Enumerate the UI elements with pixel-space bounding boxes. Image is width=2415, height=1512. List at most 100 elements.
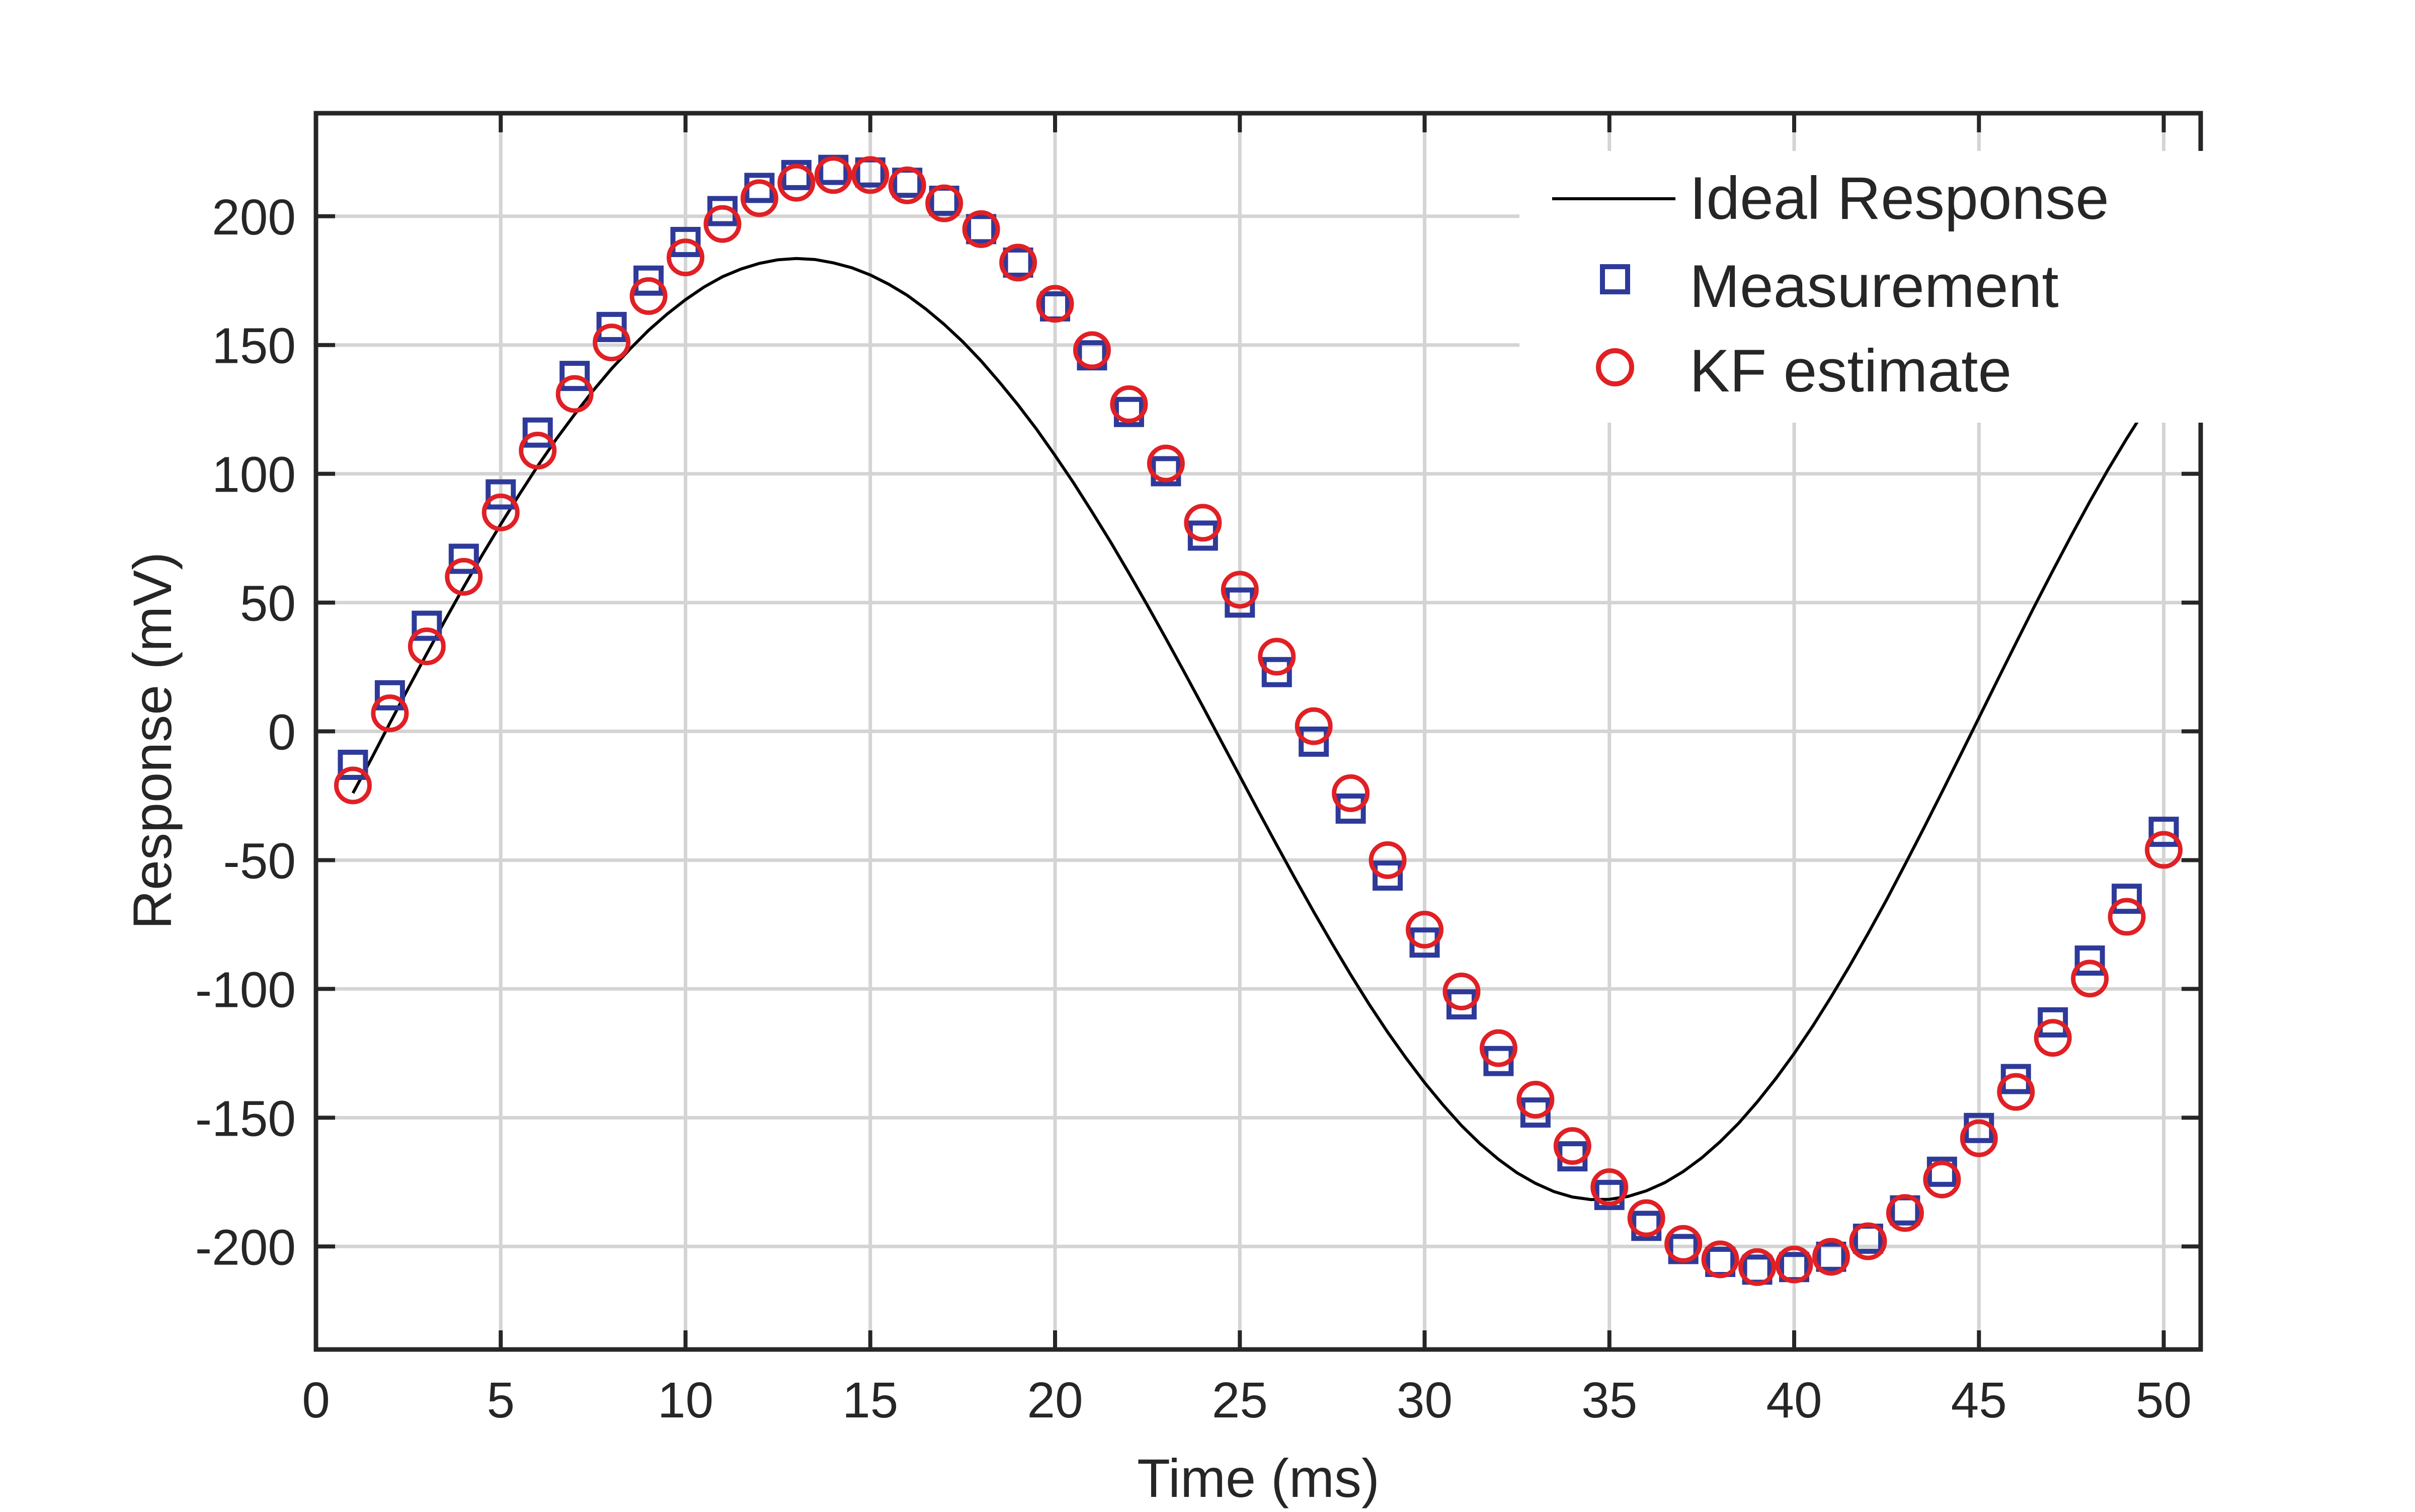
measurement-point [1557, 1141, 1588, 1172]
x-tick-label: 35 [1581, 1372, 1637, 1428]
kf-estimate-point [1369, 841, 1407, 879]
y-tick-label: 150 [212, 318, 296, 374]
kf-estimate-point [667, 238, 705, 277]
legend-measurement-square-icon [1600, 264, 1630, 294]
y-tick-label: 100 [212, 447, 296, 503]
measurement-point [412, 610, 442, 641]
kf-estimate-point [1184, 504, 1222, 542]
kf-estimate-point [1553, 1127, 1591, 1165]
kf-estimate-point [334, 766, 372, 805]
kf-estimate-point [555, 375, 594, 413]
y-tick-label: 200 [212, 189, 296, 246]
tick-labels: 0 5 10 15 20 25 30 35 40 45 50 -200 -150 -100 -50 0 50 10… [195, 189, 2192, 1428]
kf-estimate-point [371, 694, 409, 733]
measurement-point [1261, 657, 1292, 687]
measurement-point [448, 543, 479, 574]
kf-estimate-point [1295, 707, 1333, 745]
legend-ideal-label: Ideal Response [1689, 165, 2109, 232]
measurement-point [338, 750, 368, 780]
x-tick-label: 10 [658, 1372, 713, 1428]
measurement-point [374, 680, 405, 710]
measurement-point [2148, 817, 2179, 847]
kf-estimate-point [1775, 1245, 1813, 1284]
kf-estimate-point [851, 156, 890, 194]
kf-estimate-point [2108, 898, 2146, 936]
ideal-response-series [351, 257, 2165, 1202]
measurement-point [2074, 945, 2105, 976]
kf-estimate-point [888, 166, 926, 204]
measurement-point [596, 311, 627, 342]
measurement-point [559, 361, 590, 391]
kf-estimate-point [1886, 1194, 1924, 1232]
kf-estimate-point [1147, 444, 1185, 483]
kf-estimate-point [1332, 774, 1370, 812]
kf-estimate-point [408, 627, 446, 666]
x-tick-label: 25 [1212, 1372, 1268, 1428]
measurement-point [633, 265, 664, 296]
measurement-point [1299, 726, 1329, 757]
legend: Ideal Response Measurement KF estimate [1519, 151, 2204, 423]
kf-estimate-point [1738, 1248, 1777, 1286]
measurement-point [1373, 860, 1403, 891]
kf-estimate-point [1516, 1080, 1555, 1119]
kf-estimate-point [1997, 1073, 2035, 1111]
x-tick-label: 15 [842, 1372, 898, 1428]
kf-estimate-point [1701, 1240, 1739, 1279]
x-tick-label: 20 [1027, 1372, 1083, 1428]
kf-estimate-point [1442, 972, 1481, 1010]
axes [313, 111, 2203, 1352]
measurement-point [2112, 884, 2142, 914]
x-axis-label: Time (ms) [1137, 1448, 1380, 1508]
kf-estimate-point [1258, 638, 1296, 676]
kf-estimate-point [777, 164, 816, 202]
kf-estimate-point [2034, 1019, 2072, 1057]
kf-estimate-point [593, 324, 631, 362]
kf-estimate-point [629, 277, 668, 315]
kf-estimate-point [962, 210, 1000, 248]
y-axis-label: Response (mV) [122, 552, 183, 929]
kf-estimate-point [1627, 1199, 1665, 1237]
y-tick-label: -200 [195, 1219, 296, 1276]
x-tick-label: 30 [1397, 1372, 1453, 1428]
kf-estimate-point [1812, 1238, 1850, 1276]
x-tick-label: 5 [487, 1372, 515, 1428]
kf-estimate-point [1221, 571, 1259, 609]
legend-measurement-label: Measurement [1689, 253, 2059, 320]
measurement-point [2038, 1007, 2068, 1038]
kf-estimate-point [925, 184, 963, 222]
x-tick-label: 40 [1766, 1372, 1822, 1428]
legend-kf-circle-icon [1596, 348, 1634, 386]
kf-estimate-point [2145, 831, 2183, 869]
measurement-point [744, 173, 775, 203]
kf-estimate-point [2071, 960, 2109, 998]
kf-estimate-point [1036, 285, 1074, 323]
kf-estimate-point [1479, 1029, 1517, 1067]
measurement-point [1816, 1241, 1846, 1272]
measurement-point [522, 417, 553, 448]
legend-kf-label: KF estimate [1689, 337, 2011, 405]
kf-estimate-point [814, 156, 852, 194]
y-tick-label: 50 [240, 576, 296, 632]
kf-estimate-point [519, 432, 557, 470]
legend-box [1519, 151, 2204, 423]
measurement-point [1335, 793, 1366, 824]
measurement-point [966, 214, 997, 245]
kf-estimate-point [999, 244, 1037, 282]
kf-estimate-point [481, 493, 520, 531]
kf-estimate-point [740, 179, 778, 217]
measurement-point [670, 226, 701, 257]
x-tick-label: 0 [302, 1372, 330, 1428]
x-tick-label: 50 [2136, 1372, 2192, 1428]
kf-estimate-point [1590, 1168, 1629, 1207]
kf-estimate-point [1110, 385, 1148, 423]
ideal-response-line [351, 257, 2165, 1202]
kf-estimate-point [1960, 1119, 1998, 1157]
kf-estimate-point [1849, 1222, 1887, 1260]
kf-estimate-point [1664, 1225, 1703, 1263]
y-tick-label: -100 [195, 962, 296, 1018]
x-tick-label: 45 [1951, 1372, 2007, 1428]
kf-estimate-point [1923, 1160, 1961, 1199]
kf-estimate-point [1406, 911, 1444, 949]
